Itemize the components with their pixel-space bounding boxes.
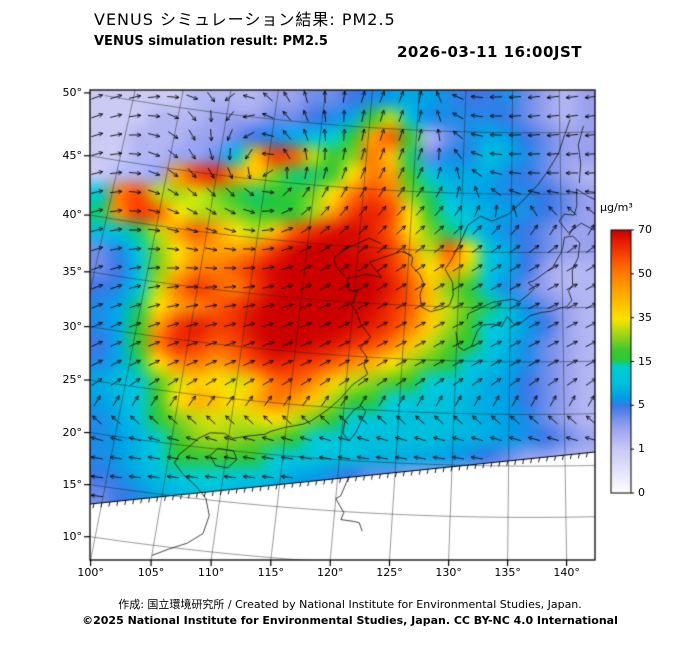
credit-line: 作成: 国立環境研究所 / Created by National Instit…: [118, 598, 582, 611]
lat-tick-label: 15°: [62, 477, 83, 491]
lon-tick-label: 110°: [197, 566, 225, 579]
lat-tick-label: 30°: [62, 319, 83, 333]
colorbar-tick-label: 50: [638, 266, 652, 280]
lat-tick-label: 50°: [62, 85, 83, 99]
colorbar-tick-label: 1: [638, 442, 645, 456]
colorbar-tick-label: 0: [638, 486, 645, 499]
colorbar-tick-label: 70: [638, 223, 652, 236]
colorbar-unit-label: μg/m³: [600, 201, 633, 214]
lat-tick-label: 40°: [62, 208, 83, 222]
page-title-japanese: VENUS シミュレーション結果: PM2.5: [94, 10, 396, 29]
page-title-english: VENUS simulation result: PM2.5: [94, 34, 328, 49]
lon-tick-label: 140°: [553, 566, 580, 579]
lon-tick-label: 120°: [317, 566, 344, 579]
lat-tick-label: 10°: [62, 529, 83, 543]
lon-tick-label: 135°: [494, 566, 521, 579]
lon-tick-label: 105°: [137, 566, 165, 579]
colorbar-tick-label: 5: [638, 398, 645, 412]
lon-tick-label: 125°: [376, 566, 403, 579]
lat-tick-label: 45°: [62, 148, 83, 162]
colorbar-tick-label: 15: [638, 354, 652, 368]
lat-tick-label: 25°: [62, 373, 83, 387]
lat-tick-label: 20°: [62, 425, 83, 439]
valid-time-label: 2026-03-11 16:00JST: [397, 43, 583, 61]
lon-tick-label: 100°: [77, 566, 104, 579]
lon-tick-label: 130°: [435, 566, 462, 579]
lat-tick-label: 35°: [62, 264, 83, 278]
colorbar-tick-label: 35: [638, 310, 652, 324]
license-line: ©2025 National Institute for Environment…: [82, 614, 618, 627]
lon-tick-label: 115°: [257, 566, 285, 579]
